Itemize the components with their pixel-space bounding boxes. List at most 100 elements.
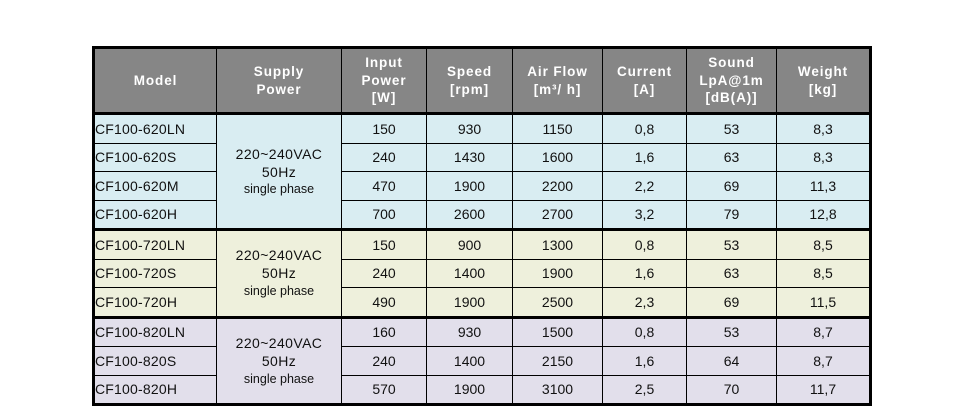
weight-cell: 8,7	[776, 346, 871, 376]
input-power-cell: 240	[341, 258, 427, 288]
current-cell: 2,5	[602, 374, 687, 405]
model-cell: CF100-820H	[93, 374, 217, 405]
sound-cell: 69	[686, 171, 777, 201]
sound-cell: 53	[686, 315, 777, 347]
speed-cell: 1430	[426, 142, 513, 172]
table-header-row: Model Supply Power Input Power [W] Speed…	[93, 47, 871, 115]
air-flow-cell: 2150	[512, 346, 603, 376]
header-supply-power: Supply Power	[216, 47, 342, 115]
spec-table-container: Model Supply Power Input Power [W] Speed…	[92, 46, 872, 406]
weight-cell: 8,7	[776, 315, 871, 347]
supply-cell: 220~240VAC 50Hz single phase	[216, 315, 342, 405]
current-cell: 1,6	[602, 142, 687, 172]
header-current: Current [A]	[602, 47, 687, 115]
model-cell: CF100-620LN	[93, 112, 217, 144]
header-sound: Sound LpA@1m [dB(A)]	[686, 47, 777, 115]
supply-voltage: 220~240VAC	[235, 334, 323, 351]
table-row: CF100-820LN 220~240VAC 50Hz single phase…	[93, 315, 871, 405]
speed-cell: 900	[426, 228, 513, 260]
current-cell: 1,6	[602, 258, 687, 288]
supply-frequency: 50Hz	[261, 265, 297, 282]
table-row: CF100-720S 240 1400 1900 1,6 63 8,5	[93, 258, 871, 288]
weight-cell: 8,5	[776, 228, 871, 260]
air-flow-cell: 2500	[512, 287, 603, 318]
speed-cell: 1400	[426, 258, 513, 288]
input-power-cell: 240	[341, 346, 427, 376]
speed-cell: 1900	[426, 374, 513, 405]
header-air-flow: Air Flow [m³/ h]	[512, 47, 603, 115]
speed-cell: 930	[426, 112, 513, 144]
table-row: CF100-620S 240 1430 1600 1,6 63 8,3	[93, 142, 871, 172]
sound-cell: 69	[686, 287, 777, 318]
header-model: Model	[93, 47, 217, 115]
model-cell: CF100-720S	[93, 258, 217, 288]
air-flow-cell: 1900	[512, 258, 603, 288]
weight-cell: 11,5	[776, 287, 871, 318]
model-cell: CF100-620H	[93, 199, 217, 230]
air-flow-cell: 1300	[512, 228, 603, 260]
air-flow-cell: 2200	[512, 171, 603, 201]
sound-cell: 63	[686, 142, 777, 172]
input-power-cell: 700	[341, 199, 427, 230]
table-row: CF100-720H 490 1900 2500 2,3 69 11,5	[93, 287, 871, 318]
supply-phase: single phase	[243, 284, 315, 299]
supply-cell: 220~240VAC 50Hz single phase	[216, 112, 342, 230]
table-row: CF100-720LN 220~240VAC 50Hz single phase…	[93, 228, 871, 318]
sound-cell: 53	[686, 228, 777, 260]
model-cell: CF100-820LN	[93, 315, 217, 347]
sound-cell: 79	[686, 199, 777, 230]
input-power-cell: 150	[341, 228, 427, 260]
current-cell: 1,6	[602, 346, 687, 376]
current-cell: 3,2	[602, 199, 687, 230]
speed-cell: 930	[426, 315, 513, 347]
supply-voltage: 220~240VAC	[235, 145, 323, 162]
model-cell: CF100-720LN	[93, 228, 217, 260]
sound-cell: 63	[686, 258, 777, 288]
supply-frequency: 50Hz	[261, 352, 297, 369]
header-input-power: Input Power [W]	[341, 47, 427, 115]
input-power-cell: 150	[341, 112, 427, 144]
speed-cell: 1900	[426, 287, 513, 318]
current-cell: 0,8	[602, 315, 687, 347]
sound-cell: 53	[686, 112, 777, 144]
air-flow-cell: 3100	[512, 374, 603, 405]
model-cell: CF100-620S	[93, 142, 217, 172]
air-flow-cell: 1150	[512, 112, 603, 144]
air-flow-cell: 2700	[512, 199, 603, 230]
model-cell: CF100-720H	[93, 287, 217, 318]
table-row: CF100-620M 470 1900 2200 2,2 69 11,3	[93, 171, 871, 201]
input-power-cell: 240	[341, 142, 427, 172]
weight-cell: 12,8	[776, 199, 871, 230]
input-power-cell: 470	[341, 171, 427, 201]
current-cell: 2,3	[602, 287, 687, 318]
input-power-cell: 490	[341, 287, 427, 318]
weight-cell: 11,3	[776, 171, 871, 201]
weight-cell: 11,7	[776, 374, 871, 405]
speed-cell: 1900	[426, 171, 513, 201]
weight-cell: 8,5	[776, 258, 871, 288]
weight-cell: 8,3	[776, 112, 871, 144]
header-speed: Speed [rpm]	[426, 47, 513, 115]
air-flow-cell: 1500	[512, 315, 603, 347]
input-power-cell: 570	[341, 374, 427, 405]
table-row: CF100-620LN 220~240VAC 50Hz single phase…	[93, 112, 871, 230]
sound-cell: 64	[686, 346, 777, 376]
supply-voltage: 220~240VAC	[235, 247, 323, 264]
supply-phase: single phase	[243, 371, 315, 386]
table-row: CF100-820S 240 1400 2150 1,6 64 8,7	[93, 346, 871, 376]
sound-cell: 70	[686, 374, 777, 405]
speed-cell: 2600	[426, 199, 513, 230]
current-cell: 2,2	[602, 171, 687, 201]
supply-cell: 220~240VAC 50Hz single phase	[216, 228, 342, 318]
model-cell: CF100-820S	[93, 346, 217, 376]
table-row: CF100-820H 570 1900 3100 2,5 70 11,7	[93, 374, 871, 405]
model-cell: CF100-620M	[93, 171, 217, 201]
input-power-cell: 160	[341, 315, 427, 347]
current-cell: 0,8	[602, 112, 687, 144]
weight-cell: 8,3	[776, 142, 871, 172]
supply-phase: single phase	[243, 182, 315, 197]
supply-frequency: 50Hz	[261, 163, 297, 180]
header-weight: Weight [kg]	[776, 47, 871, 115]
air-flow-cell: 1600	[512, 142, 603, 172]
current-cell: 0,8	[602, 228, 687, 260]
